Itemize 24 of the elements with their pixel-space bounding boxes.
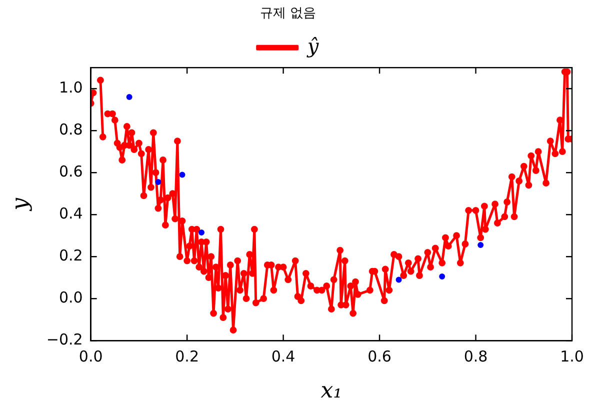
- y-tick-label: 0.8: [58, 120, 83, 138]
- x-tick-label: 0.0: [78, 347, 103, 366]
- x-tick-label: 0.6: [368, 347, 392, 366]
- point: [439, 274, 446, 280]
- y-axis-title: y: [8, 197, 33, 212]
- legend-label: ŷ: [306, 34, 320, 58]
- x-axis-title: x₁: [320, 378, 342, 404]
- y-tick-label: 0.0: [58, 288, 83, 306]
- x-tick-label: 0.4: [271, 347, 296, 366]
- point: [478, 242, 484, 248]
- x-tick-label: 0.8: [464, 347, 488, 366]
- point: [396, 276, 402, 283]
- point: [126, 94, 132, 100]
- y-tick-label: 0.6: [58, 162, 83, 180]
- y-tick-label: 0.2: [58, 246, 83, 264]
- y-tick-label: 0.4: [58, 204, 83, 222]
- point: [155, 179, 162, 186]
- y-tick-label: 1.0: [58, 78, 83, 96]
- chart-title: 규제 없음: [260, 6, 316, 22]
- y-tick-label: −0.2: [46, 330, 83, 348]
- x-tick-label: 1.0: [560, 347, 584, 366]
- point: [198, 229, 204, 236]
- x-tick-label: 0.2: [175, 347, 199, 366]
- point: [179, 172, 186, 178]
